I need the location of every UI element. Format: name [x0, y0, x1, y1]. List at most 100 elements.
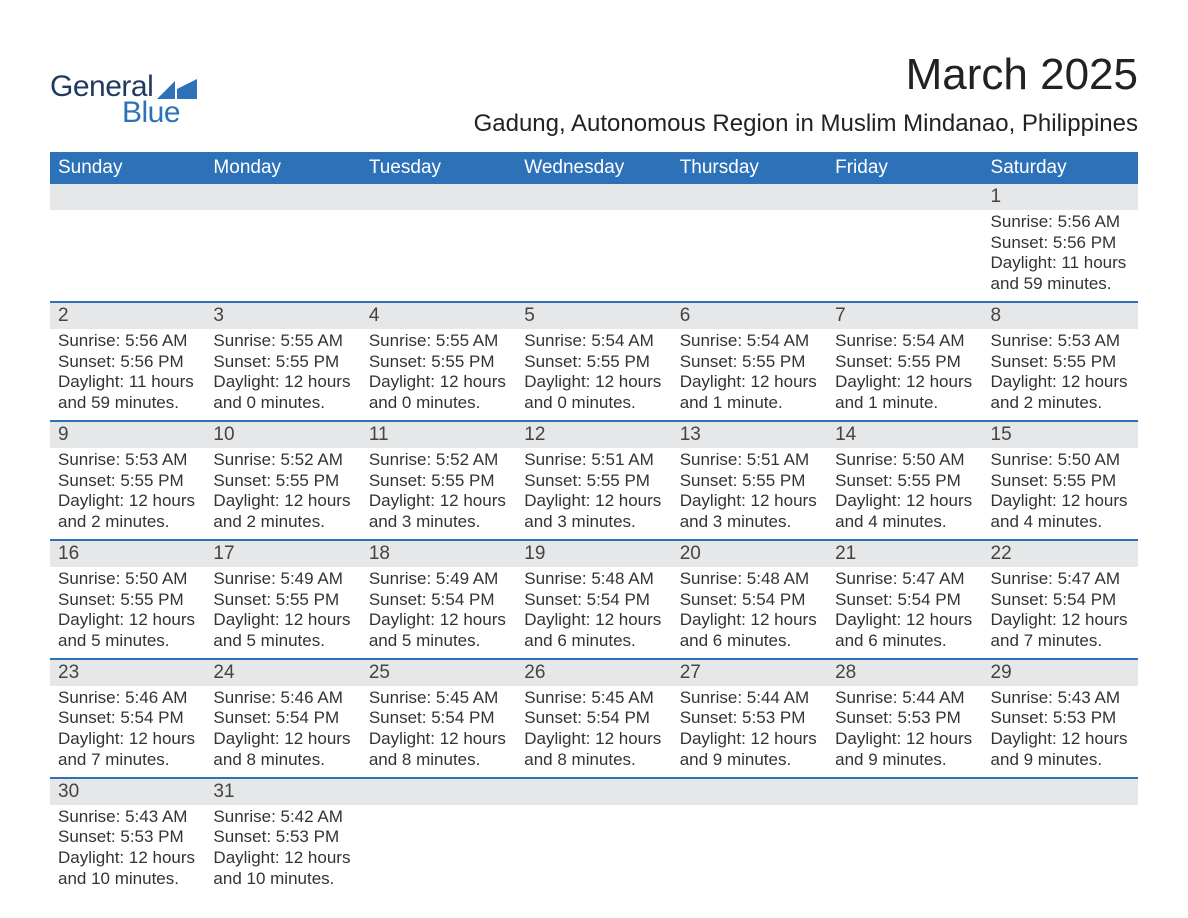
calendar-day-cell: 3Sunrise: 5:55 AMSunset: 5:55 PMDaylight… — [205, 302, 360, 421]
day-number — [827, 184, 982, 210]
calendar-day-cell — [205, 184, 360, 302]
daylight-line-2: and 59 minutes. — [991, 274, 1130, 295]
calendar-day-cell — [827, 184, 982, 302]
sunrise-line: Sunrise: 5:50 AM — [991, 450, 1130, 471]
day-number: 26 — [516, 660, 671, 686]
day-data — [361, 805, 516, 885]
sunset-line: Sunset: 5:55 PM — [991, 352, 1130, 373]
day-data: Sunrise: 5:54 AMSunset: 5:55 PMDaylight:… — [672, 329, 827, 420]
sunrise-line: Sunrise: 5:53 AM — [991, 331, 1130, 352]
sunset-line: Sunset: 5:53 PM — [680, 708, 819, 729]
calendar-week-row: 2Sunrise: 5:56 AMSunset: 5:56 PMDaylight… — [50, 302, 1138, 421]
sunset-line: Sunset: 5:55 PM — [680, 471, 819, 492]
calendar-day-cell: 27Sunrise: 5:44 AMSunset: 5:53 PMDayligh… — [672, 659, 827, 778]
daylight-line-2: and 5 minutes. — [369, 631, 508, 652]
day-number — [50, 184, 205, 210]
sunrise-line: Sunrise: 5:43 AM — [58, 807, 197, 828]
day-number: 1 — [983, 184, 1138, 210]
calendar-day-cell: 16Sunrise: 5:50 AMSunset: 5:55 PMDayligh… — [50, 540, 205, 659]
day-data — [827, 805, 982, 885]
sunset-line: Sunset: 5:54 PM — [369, 708, 508, 729]
calendar-day-cell: 26Sunrise: 5:45 AMSunset: 5:54 PMDayligh… — [516, 659, 671, 778]
weekday-header: Sunday — [50, 152, 205, 184]
sunset-line: Sunset: 5:53 PM — [213, 827, 352, 848]
sunrise-line: Sunrise: 5:47 AM — [991, 569, 1130, 590]
weekday-header: Thursday — [672, 152, 827, 184]
calendar-day-cell — [827, 778, 982, 896]
sunset-line: Sunset: 5:55 PM — [213, 471, 352, 492]
sunset-line: Sunset: 5:55 PM — [58, 471, 197, 492]
sunrise-line: Sunrise: 5:54 AM — [680, 331, 819, 352]
sunrise-line: Sunrise: 5:44 AM — [680, 688, 819, 709]
day-data: Sunrise: 5:50 AMSunset: 5:55 PMDaylight:… — [827, 448, 982, 539]
sunset-line: Sunset: 5:55 PM — [213, 352, 352, 373]
logo: General Blue — [50, 50, 197, 130]
day-number: 25 — [361, 660, 516, 686]
calendar-day-cell: 15Sunrise: 5:50 AMSunset: 5:55 PMDayligh… — [983, 421, 1138, 540]
calendar-day-cell — [672, 184, 827, 302]
daylight-line-2: and 0 minutes. — [213, 393, 352, 414]
daylight-line-1: Daylight: 11 hours — [991, 253, 1130, 274]
calendar-day-cell: 12Sunrise: 5:51 AMSunset: 5:55 PMDayligh… — [516, 421, 671, 540]
daylight-line-2: and 59 minutes. — [58, 393, 197, 414]
daylight-line-1: Daylight: 12 hours — [213, 848, 352, 869]
daylight-line-2: and 3 minutes. — [524, 512, 663, 533]
day-number: 15 — [983, 422, 1138, 448]
daylight-line-1: Daylight: 12 hours — [524, 491, 663, 512]
day-number: 3 — [205, 303, 360, 329]
sunset-line: Sunset: 5:54 PM — [58, 708, 197, 729]
sunset-line: Sunset: 5:55 PM — [369, 352, 508, 373]
calendar-table: Sunday Monday Tuesday Wednesday Thursday… — [50, 152, 1138, 896]
calendar-day-cell: 13Sunrise: 5:51 AMSunset: 5:55 PMDayligh… — [672, 421, 827, 540]
day-number — [827, 779, 982, 805]
day-number: 29 — [983, 660, 1138, 686]
daylight-line-1: Daylight: 12 hours — [58, 610, 197, 631]
sunrise-line: Sunrise: 5:52 AM — [369, 450, 508, 471]
daylight-line-1: Daylight: 12 hours — [680, 729, 819, 750]
sunrise-line: Sunrise: 5:49 AM — [369, 569, 508, 590]
day-data: Sunrise: 5:49 AMSunset: 5:54 PMDaylight:… — [361, 567, 516, 658]
day-data — [50, 210, 205, 290]
daylight-line-2: and 8 minutes. — [369, 750, 508, 771]
title-block: March 2025 Gadung, Autonomous Region in … — [474, 50, 1138, 138]
daylight-line-1: Daylight: 12 hours — [369, 610, 508, 631]
day-number — [516, 779, 671, 805]
calendar-day-cell — [50, 184, 205, 302]
daylight-line-2: and 2 minutes. — [213, 512, 352, 533]
calendar-week-row: 16Sunrise: 5:50 AMSunset: 5:55 PMDayligh… — [50, 540, 1138, 659]
sunset-line: Sunset: 5:55 PM — [524, 471, 663, 492]
sunset-line: Sunset: 5:55 PM — [58, 590, 197, 611]
daylight-line-2: and 8 minutes. — [213, 750, 352, 771]
daylight-line-2: and 9 minutes. — [680, 750, 819, 771]
day-data: Sunrise: 5:54 AMSunset: 5:55 PMDaylight:… — [827, 329, 982, 420]
day-number: 27 — [672, 660, 827, 686]
day-data — [205, 210, 360, 290]
calendar-day-cell: 23Sunrise: 5:46 AMSunset: 5:54 PMDayligh… — [50, 659, 205, 778]
daylight-line-2: and 1 minute. — [680, 393, 819, 414]
calendar-week-row: 9Sunrise: 5:53 AMSunset: 5:55 PMDaylight… — [50, 421, 1138, 540]
daylight-line-2: and 9 minutes. — [991, 750, 1130, 771]
daylight-line-1: Daylight: 12 hours — [991, 372, 1130, 393]
calendar-week-row: 23Sunrise: 5:46 AMSunset: 5:54 PMDayligh… — [50, 659, 1138, 778]
calendar-day-cell: 11Sunrise: 5:52 AMSunset: 5:55 PMDayligh… — [361, 421, 516, 540]
day-data: Sunrise: 5:51 AMSunset: 5:55 PMDaylight:… — [672, 448, 827, 539]
weekday-header: Friday — [827, 152, 982, 184]
daylight-line-2: and 4 minutes. — [835, 512, 974, 533]
day-data: Sunrise: 5:56 AMSunset: 5:56 PMDaylight:… — [50, 329, 205, 420]
day-number: 10 — [205, 422, 360, 448]
daylight-line-1: Daylight: 12 hours — [213, 491, 352, 512]
day-data: Sunrise: 5:45 AMSunset: 5:54 PMDaylight:… — [361, 686, 516, 777]
day-data: Sunrise: 5:47 AMSunset: 5:54 PMDaylight:… — [827, 567, 982, 658]
daylight-line-2: and 6 minutes. — [524, 631, 663, 652]
day-number — [516, 184, 671, 210]
daylight-line-2: and 6 minutes. — [835, 631, 974, 652]
calendar-day-cell: 31Sunrise: 5:42 AMSunset: 5:53 PMDayligh… — [205, 778, 360, 896]
daylight-line-2: and 10 minutes. — [58, 869, 197, 890]
calendar-day-cell: 21Sunrise: 5:47 AMSunset: 5:54 PMDayligh… — [827, 540, 982, 659]
day-number — [983, 779, 1138, 805]
daylight-line-2: and 6 minutes. — [680, 631, 819, 652]
day-number — [672, 184, 827, 210]
daylight-line-1: Daylight: 12 hours — [991, 491, 1130, 512]
calendar-day-cell: 30Sunrise: 5:43 AMSunset: 5:53 PMDayligh… — [50, 778, 205, 896]
sunrise-line: Sunrise: 5:46 AM — [58, 688, 197, 709]
